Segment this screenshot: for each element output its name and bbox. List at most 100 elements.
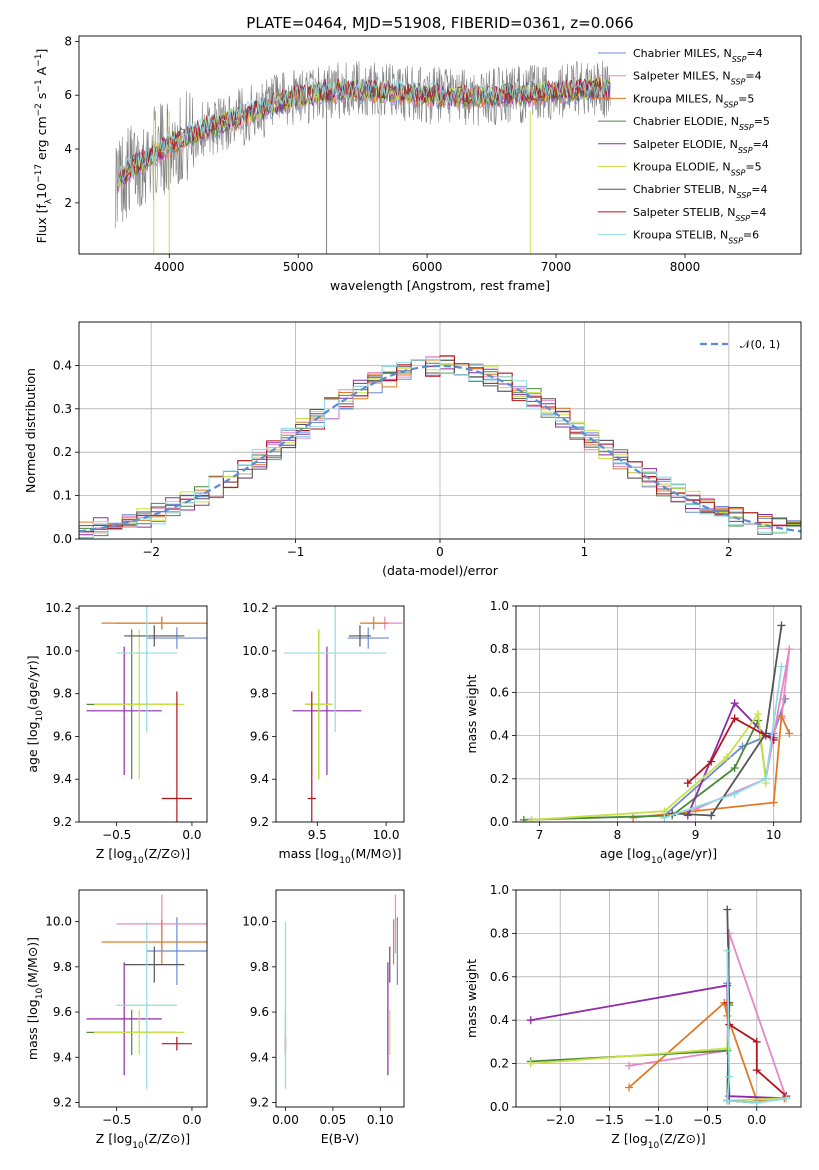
sfh-marker — [777, 712, 786, 721]
y-tick-label: 10.0 — [242, 915, 269, 929]
x-axis-label: age [log10(age/yr)] — [600, 846, 717, 866]
age-vs-metallicity-panel: −0.5 0.0 9.2 9.4 9.6 9.8 10.0 10.2 Z [log10(Z/Z⊙… — [25, 601, 208, 866]
residual-histogram — [79, 357, 801, 539]
axes-frame — [78, 321, 802, 540]
y-tick-label: 9.8 — [250, 687, 269, 701]
x-tick-label: −1.0 — [644, 1113, 673, 1127]
residual-histograms — [79, 355, 801, 539]
y-tick-label: 0.2 — [53, 445, 72, 459]
model-spectrum — [117, 77, 611, 188]
sfh-marker — [752, 1098, 761, 1107]
sfh-marker — [754, 710, 763, 718]
y-tick-label: 10.0 — [242, 644, 269, 658]
x-axis-label: Z [log10(Z/Z⊙)] — [96, 846, 190, 866]
x-axis-label: mass [log10(M/M⊙)] — [278, 846, 401, 866]
sfh-marker — [781, 694, 790, 703]
y-tick-label: 0.4 — [53, 358, 72, 372]
x-tick-label: −2.0 — [546, 1113, 575, 1127]
legend-entry: Salpeter ELODIE, NSSP=4 — [633, 138, 769, 155]
y-tick-label: 9.8 — [53, 960, 72, 974]
sfh-marker — [785, 645, 794, 654]
legend-entry: 𝒩(0, 1) — [740, 338, 780, 351]
y-tick-label: 9.4 — [250, 772, 269, 786]
x-tick-label: 7 — [536, 828, 544, 842]
sfh-marker — [777, 662, 786, 671]
error-bars — [284, 606, 403, 822]
x-tick-label: 10.0 — [373, 828, 400, 842]
legend-entry: Kroupa STELIB, NSSP=6 — [633, 229, 759, 246]
sfh-marker — [526, 1016, 535, 1025]
x-tick-label: 0.0 — [747, 1113, 766, 1127]
sfh-marker — [730, 699, 739, 708]
sfh-marker — [725, 929, 734, 938]
x-tick-label: 4000 — [154, 260, 185, 274]
sfh-marker — [730, 764, 739, 772]
sfh-marker — [761, 774, 770, 783]
gaussian-curve — [79, 364, 801, 533]
x-tick-label: −1 — [287, 545, 305, 559]
error-bars — [284, 894, 398, 1089]
axes-frame — [78, 605, 208, 823]
y-tick-label: 2 — [64, 196, 72, 210]
sfh-marker — [769, 798, 778, 807]
x-tick-label: −0.5 — [693, 1113, 722, 1127]
y-tick-label: 9.6 — [53, 1005, 72, 1019]
axes-frame — [78, 889, 208, 1108]
x-tick-label: 0.05 — [320, 1113, 347, 1127]
y-tick-label: 9.2 — [53, 1095, 72, 1109]
legend-entry: Chabrier MILES, NSSP=4 — [633, 47, 763, 64]
sfh-line — [687, 717, 775, 784]
x-tick-label: −0.5 — [102, 1113, 131, 1127]
sfh-marker — [723, 1044, 732, 1053]
y-tick-label: 0.4 — [490, 1013, 509, 1027]
x-tick-label: 0 — [436, 545, 444, 559]
x-tick-label: 8 — [614, 828, 622, 842]
x-axis-label: Z [log10(Z/Z⊙)] — [96, 1131, 190, 1151]
y-tick-label: 9.2 — [250, 1095, 269, 1109]
sfh-marker — [782, 1094, 791, 1103]
sfh-marker — [660, 813, 669, 822]
sfh-marker — [526, 1059, 535, 1068]
y-tick-label: 9.4 — [53, 1050, 72, 1064]
y-axis-label: mass weight — [464, 674, 479, 753]
y-tick-label: 0.3 — [53, 402, 72, 416]
y-tick-label: 0.0 — [53, 532, 72, 546]
x-tick-label: 0.0 — [182, 1113, 201, 1127]
y-tick-label: 0.6 — [490, 970, 509, 984]
y-tick-label: 6 — [64, 88, 72, 102]
sfh-lines — [526, 905, 791, 1107]
y-tick-label: 9.4 — [250, 1050, 269, 1064]
x-tick-label: 1 — [581, 545, 589, 559]
weight-vs-metallicity-panel: −2.0 −1.5 −1.0 −0.5 0.0 0.0 0.2 0.4 0.6 0.8 1.0 Z [… — [464, 883, 802, 1151]
y-tick-label: 9.6 — [250, 1005, 269, 1019]
y-tick-label: 10.2 — [45, 601, 72, 615]
x-tick-label: 10 — [766, 828, 781, 842]
x-tick-label: 8000 — [670, 260, 701, 274]
x-tick-label: 0.00 — [272, 1113, 299, 1127]
y-tick-label: 0.8 — [490, 926, 509, 940]
spectrum-panel: 4000 5000 6000 7000 8000 2 4 6 8 wavelength [Angs… — [34, 34, 802, 293]
sfh-marker — [725, 1072, 734, 1081]
y-axis-label: mass weight — [464, 959, 479, 1038]
x-tick-label: 9.5 — [308, 828, 327, 842]
y-tick-label: 1.0 — [490, 599, 509, 613]
sfh-marker — [707, 811, 716, 820]
sfh-marker — [683, 811, 692, 820]
x-tick-label: 6000 — [412, 260, 443, 274]
axes-frame — [515, 889, 802, 1108]
legend-entry: Kroupa MILES, NSSP=5 — [633, 92, 754, 109]
y-tick-label: 10.0 — [45, 915, 72, 929]
y-tick-label: 0.1 — [53, 489, 72, 503]
y-axis-label: Flux [fλ10−17 erg cm−2 s−1 A−1] — [34, 49, 54, 244]
y-tick-label: 8 — [64, 34, 72, 48]
legend-entry: Salpeter STELIB, NSSP=4 — [633, 206, 766, 223]
sfh-line — [530, 1004, 757, 1104]
axes-frame — [515, 605, 802, 823]
sfh-marker — [785, 729, 794, 738]
model-spectrum — [117, 75, 611, 187]
sfh-marker — [730, 789, 739, 798]
y-tick-label: 4 — [64, 142, 72, 156]
y-tick-label: 10.2 — [242, 601, 269, 615]
x-axis-label: (data-model)/error — [382, 563, 499, 578]
